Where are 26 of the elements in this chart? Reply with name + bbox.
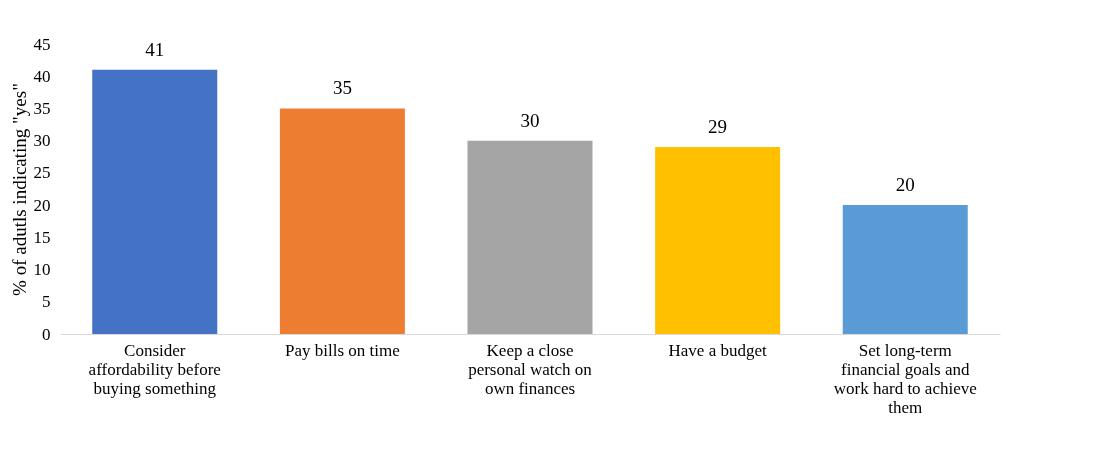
bar	[655, 147, 781, 334]
bar	[92, 69, 218, 334]
data-label: 41	[145, 38, 165, 60]
bar	[842, 205, 968, 334]
y-tick-label: 25	[33, 163, 51, 183]
y-tick-label: 35	[33, 98, 51, 118]
x-tick-label: Consider affordability before buying something	[88, 340, 221, 398]
y-tick-label: 40	[33, 66, 51, 86]
x-tick-label: Have a budget	[668, 340, 767, 360]
y-tick-label: 20	[33, 195, 51, 215]
y-tick-label: 15	[33, 227, 51, 247]
y-axis-title: % of adutls indicating "yes"	[8, 83, 30, 296]
data-label: 20	[895, 174, 915, 196]
y-tick-label: 0	[42, 324, 51, 344]
y-tick-label: 45	[33, 34, 51, 54]
data-label: 30	[520, 109, 540, 131]
bar	[467, 140, 593, 334]
y-tick-label: 5	[42, 292, 51, 312]
y-tick-label: 30	[33, 131, 51, 151]
bar	[279, 108, 405, 334]
x-tick-label: Set long-term financial goals and work hard to achieve them	[833, 340, 977, 417]
x-tick-label: Pay bills on time	[285, 340, 400, 360]
data-label: 35	[332, 77, 352, 99]
data-label: 29	[708, 116, 728, 138]
y-tick-label: 10	[33, 260, 51, 280]
x-tick-label: Keep a close personal watch on own finances	[468, 340, 593, 398]
